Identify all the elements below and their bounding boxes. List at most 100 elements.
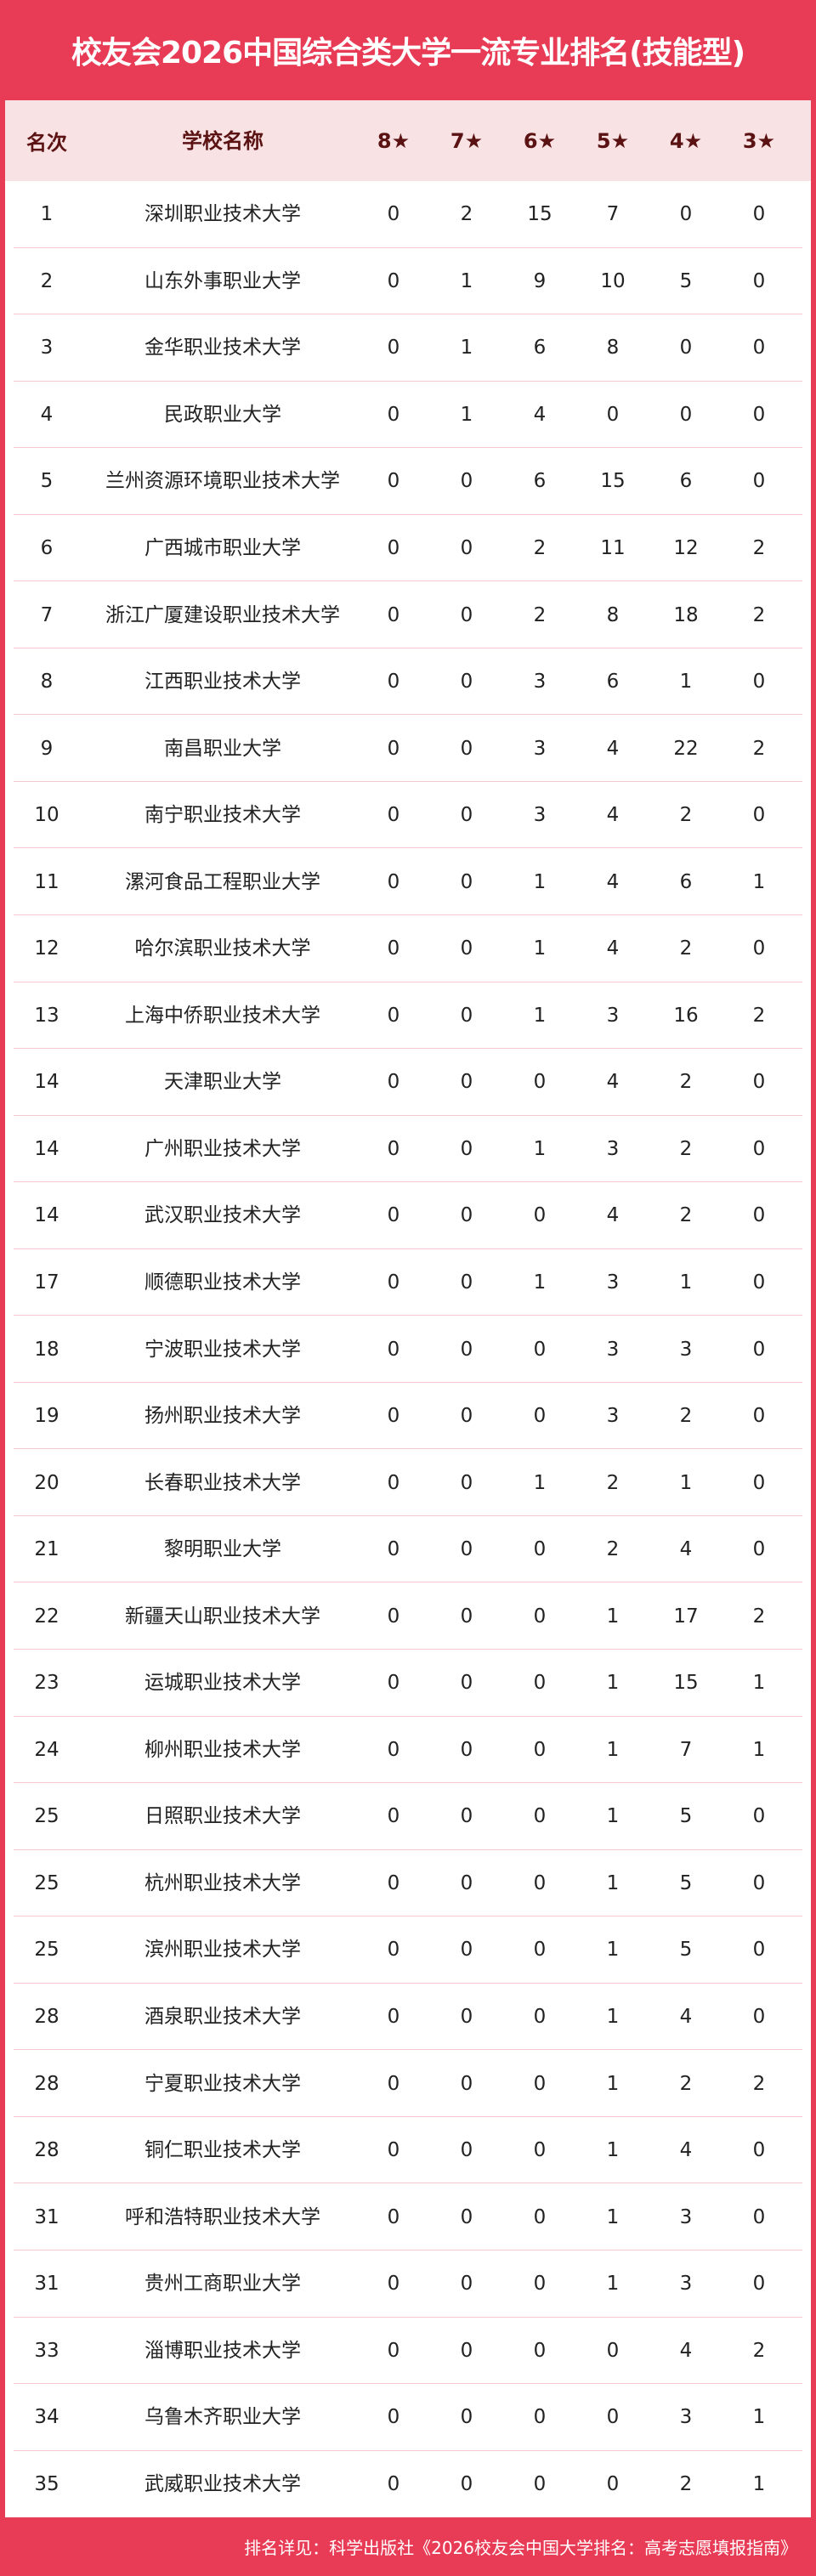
table-row: 12 哈尔滨职业技术大学 0 0 1 4 2 0 — [5, 915, 811, 982]
cell-8star: 0 — [387, 1805, 400, 1828]
cell-name: 柳州职业技术大学 — [144, 1738, 301, 1761]
cell-6star: 0 — [533, 2339, 547, 2362]
cell-7star: 0 — [460, 671, 473, 694]
cell-name: 武汉职业技术大学 — [144, 1204, 301, 1227]
cell-rank: 19 — [34, 1405, 60, 1428]
cell-6star: 0 — [533, 1939, 547, 1962]
table-row: 20 长春职业技术大学 0 0 1 2 1 0 — [5, 1449, 811, 1516]
cell-8star: 0 — [387, 403, 400, 426]
cell-8star: 0 — [387, 2339, 400, 2362]
cell-3star: 1 — [752, 1672, 766, 1695]
cell-7star: 0 — [460, 737, 473, 760]
cell-4star: 22 — [673, 737, 699, 760]
cell-5star: 0 — [606, 2406, 620, 2429]
table-row: 33 淄博职业技术大学 0 0 0 0 4 2 — [5, 2318, 811, 2385]
cell-name: 淄博职业技术大学 — [144, 2339, 301, 2362]
cell-5star: 1 — [606, 1672, 620, 1695]
cell-7star: 0 — [460, 2072, 473, 2095]
cell-3star: 0 — [752, 671, 766, 694]
table-row: 2 山东外事职业大学 0 1 9 10 5 0 — [5, 248, 811, 315]
cell-3star: 0 — [752, 2006, 766, 2029]
cell-6star: 1 — [533, 1137, 547, 1160]
cell-5star: 4 — [606, 870, 620, 893]
cell-7star: 1 — [460, 337, 473, 360]
cell-8star: 0 — [387, 737, 400, 760]
cell-5star: 1 — [606, 2139, 620, 2162]
cell-name: 南宁职业技术大学 — [144, 804, 301, 827]
cell-8star: 0 — [387, 1738, 400, 1761]
cell-3star: 0 — [752, 1204, 766, 1227]
cell-6star: 1 — [533, 937, 547, 960]
cell-7star: 1 — [460, 403, 473, 426]
cell-8star: 0 — [387, 2139, 400, 2162]
cell-5star: 3 — [606, 1271, 620, 1294]
cell-5star: 1 — [606, 1605, 620, 1628]
cell-name: 金华职业技术大学 — [144, 337, 301, 360]
cell-5star: 3 — [606, 1137, 620, 1160]
cell-6star: 0 — [533, 1204, 547, 1227]
cell-3star: 0 — [752, 1538, 766, 1561]
cell-7star: 0 — [460, 1471, 473, 1494]
cell-6star: 0 — [533, 2006, 547, 2029]
cell-name: 杭州职业技术大学 — [144, 1871, 301, 1894]
cell-rank: 21 — [34, 1538, 60, 1561]
cell-5star: 15 — [600, 470, 626, 493]
cell-3star: 0 — [752, 403, 766, 426]
cell-7star: 0 — [460, 1538, 473, 1561]
cell-name: 运城职业技术大学 — [144, 1672, 301, 1695]
cell-8star: 0 — [387, 1004, 400, 1027]
cell-7star: 0 — [460, 2339, 473, 2362]
cell-7star: 0 — [460, 1871, 473, 1894]
cell-5star: 4 — [606, 1071, 620, 1094]
cell-8star: 0 — [387, 2406, 400, 2429]
cell-3star: 1 — [752, 2472, 766, 2495]
cell-5star: 1 — [606, 2273, 620, 2296]
cell-3star: 1 — [752, 870, 766, 893]
cell-rank: 33 — [34, 2339, 60, 2362]
cell-4star: 0 — [679, 403, 693, 426]
cell-name: 宁夏职业技术大学 — [144, 2072, 301, 2095]
cell-4star: 4 — [679, 1538, 693, 1561]
cell-8star: 0 — [387, 2205, 400, 2228]
cell-4star: 4 — [679, 2006, 693, 2029]
page-title: 校友会2026中国综合类大学一流专业排名(技能型) — [71, 36, 745, 71]
cell-8star: 0 — [387, 2273, 400, 2296]
header-7star: 7★ — [450, 128, 484, 153]
table-row: 25 滨州职业技术大学 0 0 0 1 5 0 — [5, 1916, 811, 1984]
cell-5star: 4 — [606, 937, 620, 960]
cell-rank: 2 — [40, 269, 54, 292]
table-row: 28 酒泉职业技术大学 0 0 0 1 4 0 — [5, 1984, 811, 2051]
cell-4star: 18 — [673, 603, 699, 626]
cell-6star: 2 — [533, 603, 547, 626]
table-row: 28 宁夏职业技术大学 0 0 0 1 2 2 — [5, 2050, 811, 2117]
cell-8star: 0 — [387, 537, 400, 559]
cell-name: 滨州职业技术大学 — [144, 1939, 301, 1962]
cell-8star: 0 — [387, 1605, 400, 1628]
cell-3star: 0 — [752, 937, 766, 960]
cell-6star: 0 — [533, 1805, 547, 1828]
cell-4star: 16 — [673, 1004, 699, 1027]
table-body: 1 深圳职业技术大学 0 2 15 7 0 0 2 山东外事职业大学 0 1 9 10 5 0 3 金华职业技术大… — [5, 181, 811, 2517]
cell-name: 乌鲁木齐职业大学 — [144, 2406, 301, 2429]
cell-rank: 17 — [34, 1271, 60, 1294]
header-rank: 名次 — [26, 131, 67, 155]
cell-3star: 0 — [752, 1939, 766, 1962]
table-row: 11 漯河食品工程职业大学 0 0 1 4 6 1 — [5, 848, 811, 915]
cell-8star: 0 — [387, 1538, 400, 1561]
cell-6star: 0 — [533, 2139, 547, 2162]
table-row: 24 柳州职业技术大学 0 0 0 1 7 1 — [5, 1717, 811, 1784]
cell-7star: 1 — [460, 269, 473, 292]
cell-7star: 0 — [460, 804, 473, 827]
table-row: 19 扬州职业技术大学 0 0 0 3 2 0 — [5, 1383, 811, 1450]
cell-7star: 0 — [460, 2205, 473, 2228]
table-row: 14 武汉职业技术大学 0 0 0 4 2 0 — [5, 1182, 811, 1249]
cell-rank: 18 — [34, 1338, 60, 1361]
table-row: 25 杭州职业技术大学 0 0 0 1 5 0 — [5, 1850, 811, 1917]
cell-7star: 0 — [460, 870, 473, 893]
header-5star: 5★ — [596, 128, 630, 153]
cell-4star: 1 — [679, 1471, 693, 1494]
table-row: 5 兰州资源环境职业技术大学 0 0 6 15 6 0 — [5, 448, 811, 515]
table-row: 14 天津职业大学 0 0 0 4 2 0 — [5, 1049, 811, 1116]
cell-3star: 0 — [752, 2205, 766, 2228]
cell-3star: 0 — [752, 337, 766, 360]
